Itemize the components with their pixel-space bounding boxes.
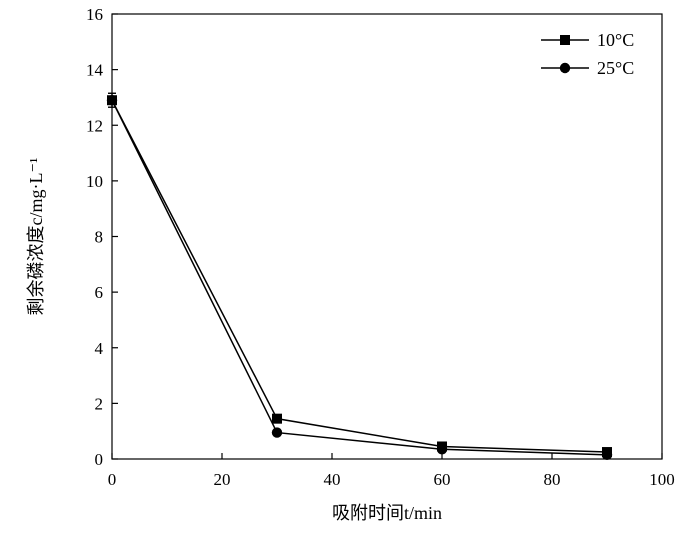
legend-label: 25°C (597, 58, 634, 78)
series-line (111, 99, 608, 453)
data-point (271, 427, 283, 438)
y-tick-label: 14 (86, 61, 104, 80)
legend-marker (559, 62, 571, 74)
y-tick-label: 4 (95, 339, 104, 358)
y-tick-label: 10 (86, 172, 103, 191)
series-0 (107, 92, 612, 458)
y-tick-label: 6 (95, 283, 104, 302)
plot-frame (111, 13, 663, 460)
series-group (106, 92, 613, 461)
x-tick-label: 80 (544, 470, 561, 489)
x-tick-label: 40 (324, 470, 341, 489)
legend: 10°C 25°C (541, 30, 634, 78)
legend-item: 10°C (541, 30, 634, 50)
legend-item: 25°C (541, 58, 634, 78)
data-point (436, 444, 448, 455)
legend-label: 10°C (597, 30, 634, 50)
y-tick-label: 8 (95, 228, 104, 247)
y-tick-label: 0 (95, 450, 104, 469)
y-axis-title: 剩余磷浓度c/mg·L⁻¹ (26, 158, 46, 316)
data-point (106, 95, 118, 106)
x-tick-label: 60 (434, 470, 451, 489)
y-tick-label: 16 (86, 5, 103, 24)
x-tick-label: 0 (108, 470, 117, 489)
legend-marker (560, 35, 570, 45)
x-axis-ticks: 0 20 40 60 80 100 (108, 453, 675, 489)
data-point (601, 449, 613, 461)
x-tick-label: 20 (214, 470, 231, 489)
y-tick-label: 12 (86, 116, 103, 135)
data-point (272, 413, 282, 424)
series-line (111, 99, 608, 456)
y-tick-label: 2 (95, 394, 104, 413)
x-axis-title: 吸附时间t/min (332, 503, 442, 523)
y-axis-ticks: 0 2 4 6 8 10 12 14 16 (86, 5, 118, 469)
x-tick-label: 100 (649, 470, 675, 489)
series-1 (106, 92, 613, 461)
axes (111, 13, 663, 460)
